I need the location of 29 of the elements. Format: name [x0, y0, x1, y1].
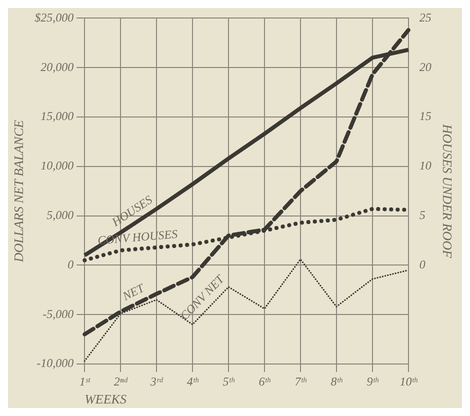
x-tick-label: 8ᵗʰ — [330, 374, 343, 388]
y2-axis-title: HOUSES UNDER ROOF — [440, 123, 455, 259]
y2-tick-label: 10 — [419, 158, 432, 173]
x-tick-label: 10ᵗʰ — [400, 374, 418, 388]
x-tick-label: 6ᵗʰ — [258, 374, 271, 388]
x-tick-label: 7ᵗʰ — [294, 374, 307, 388]
y-axis-title: DOLLARS NET BALANCE — [11, 120, 26, 264]
x-tick-label: 4ᵗʰ — [186, 374, 199, 388]
x-axis-title: WEEKS — [84, 392, 127, 407]
x-tick-label: 9ᵗʰ — [366, 374, 379, 388]
x-tick-label: 3ʳᵈ — [149, 374, 164, 388]
y-tick-label: $25,000 — [34, 10, 74, 24]
y-tick-label: 20,000 — [40, 60, 74, 74]
y-tick-label: 15,000 — [40, 109, 74, 124]
x-tick-label: 1ˢᵗ — [79, 374, 91, 388]
x-tick-label: 2ⁿᵈ — [114, 374, 129, 388]
y-tick-label: -5,000 — [42, 306, 74, 321]
x-tick-label: 5ᵗʰ — [222, 374, 235, 388]
y2-tick-label: 5 — [419, 208, 426, 222]
y-tick-label: 10,000 — [40, 158, 74, 173]
text: NET — [119, 280, 148, 304]
y-tick-label: 5,000 — [46, 208, 74, 222]
y2-tick-label: 0 — [419, 257, 426, 272]
y2-tick-label: 25 — [419, 10, 432, 24]
y2-tick-label: 15 — [419, 109, 432, 124]
y2-tick-label: 20 — [419, 60, 432, 74]
y-tick-label: 0 — [68, 257, 74, 272]
y-tick-label: -10,000 — [36, 356, 74, 370]
series-label: CONV HOUSES — [97, 226, 178, 248]
